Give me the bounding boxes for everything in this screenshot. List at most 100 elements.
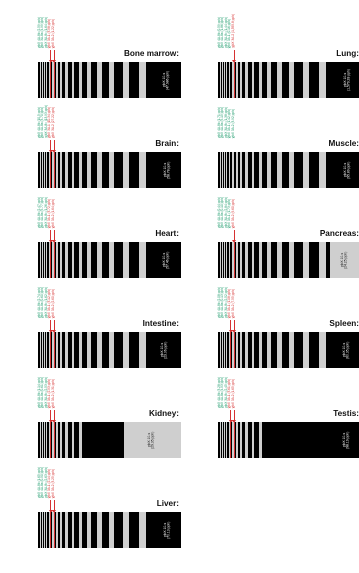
bar-band [67, 422, 72, 458]
bar-band [67, 242, 72, 278]
bar-band [281, 242, 289, 278]
bar-band [74, 62, 79, 98]
bar-band [218, 62, 219, 98]
bar-band [47, 242, 49, 278]
panel-brain: yjbX 4A-8b (10.5 pph) yjbX 4A-8a (3.70 pp… [37, 100, 181, 188]
marker-arrow [52, 140, 57, 153]
bar-band [237, 332, 241, 368]
tail-label: yjbX 10-s (57.46 pph) [162, 244, 170, 276]
red-marker-line [50, 242, 51, 278]
panel-spleen: yjbX 4A-8b (2.08 pph) yjbX 4A-8a (0.13 pp… [217, 280, 359, 368]
marker-arrow [52, 410, 57, 423]
marker-arrow [48, 410, 53, 423]
bar-band [47, 152, 49, 188]
bar-band [222, 332, 224, 368]
bar-band [44, 332, 47, 368]
bar-band [218, 242, 219, 278]
panel-title: Bone marrow: [123, 49, 179, 58]
bar-band [220, 242, 222, 278]
annotation-group: yjbX 4A-8b (2.59 pph) yjbX 3A-8a (4.99 pp… [37, 10, 181, 63]
bar-band [74, 422, 79, 458]
annotation-group: yjbX 4A-8b (2.08 pph) yjbX 4A-8a (0.13 pp… [217, 280, 359, 333]
bar-band [42, 512, 44, 548]
bar-band [50, 152, 52, 188]
dark-block [263, 422, 333, 458]
bar-band [101, 62, 109, 98]
panel-testis: yjbX 4A-8b (3.28 pph) yjbX 4A-8a (4.53 pp… [217, 370, 359, 458]
marker-arrow [48, 500, 53, 513]
marker-arrow [52, 50, 57, 63]
annotation-label: yjbX 3A-2 (1,555.8 pph) [230, 14, 235, 48]
bar-band [40, 62, 42, 98]
barcode-track: yjbX 10-s (1,579.28 pph) [218, 62, 359, 98]
panel-title: Testis: [333, 409, 359, 418]
panel-liver: yjbX 4A-8b (1.65 pph) yjbX 4A-8a (0.50 pp… [37, 460, 181, 548]
panel-title: Pancreas: [319, 229, 359, 238]
tail-label-line2: (23.06 pph) [163, 341, 168, 359]
bar-band [62, 242, 66, 278]
bar-band [227, 242, 229, 278]
red-marker-line [53, 332, 55, 368]
tail-label-line2: (29.35 pph) [150, 431, 155, 449]
bar-band [82, 62, 88, 98]
bar-band [129, 242, 139, 278]
bar-band [222, 152, 224, 188]
bar-band [242, 62, 246, 98]
tail-block [329, 242, 359, 278]
bar-band [42, 332, 44, 368]
tail-label: yjbX 10-s (95.89 pph) [343, 154, 351, 186]
bar-band [44, 242, 47, 278]
bar-band [53, 152, 56, 188]
bar-band [38, 332, 39, 368]
bar-band [227, 422, 229, 458]
bar-band [57, 152, 61, 188]
bar-band [242, 422, 246, 458]
tail-block [152, 242, 181, 278]
annotation-group: yjbX 4A-8b (3.28 pph) yjbX 4A-8a (4.53 pp… [217, 370, 359, 423]
annotation-group: yjbX 4A-8b (0.44 pph) yjbX 4A-8a (0.10 pp… [217, 190, 359, 243]
bar-band [47, 62, 49, 98]
bar-band [309, 242, 319, 278]
bar-band [326, 152, 336, 188]
marker-arrow [48, 50, 53, 63]
bar-band [219, 332, 221, 368]
bar-band [233, 62, 236, 98]
tail-label: yjbX 10-s (24.25 pph) [340, 244, 348, 276]
bar-band [40, 422, 42, 458]
tail-label-line2: (24.25 pph) [343, 251, 348, 269]
tail-label-line2: (1,579.28 pph) [346, 68, 351, 92]
tail-label-line2: (47.986 pph) [164, 70, 169, 90]
tail-label: yjbX 10-s (70.13 pph) [163, 514, 171, 546]
bar-band [53, 62, 56, 98]
bar-band [101, 332, 109, 368]
bar-band [146, 332, 150, 368]
bar-band [220, 422, 222, 458]
bar-band [42, 422, 44, 458]
bar-band [254, 242, 259, 278]
bar-band [271, 62, 278, 98]
bar-band [50, 422, 52, 458]
bar-band [218, 422, 219, 458]
bar-band [53, 422, 56, 458]
bar-band [237, 62, 241, 98]
annotation-label: yjbX 3A-2 (9.60 pph) [230, 198, 235, 228]
bar-band [220, 152, 222, 188]
bar-band [50, 62, 52, 98]
bar-band [91, 512, 98, 548]
bar-band [114, 512, 123, 548]
bar-band [222, 242, 224, 278]
bar-band [254, 62, 259, 98]
annotation-label: yjbX 3A-2 (3.25 pph) [50, 468, 55, 498]
bar-band [224, 242, 227, 278]
bar-band [233, 332, 236, 368]
bar-band [114, 242, 123, 278]
bar-band [294, 332, 303, 368]
red-marker-line [53, 512, 55, 548]
bar-band [146, 152, 156, 188]
bar-band [146, 242, 153, 278]
marker-arrow [52, 230, 57, 243]
bar-band [44, 62, 47, 98]
bar-band [57, 332, 61, 368]
bar-band [129, 152, 139, 188]
